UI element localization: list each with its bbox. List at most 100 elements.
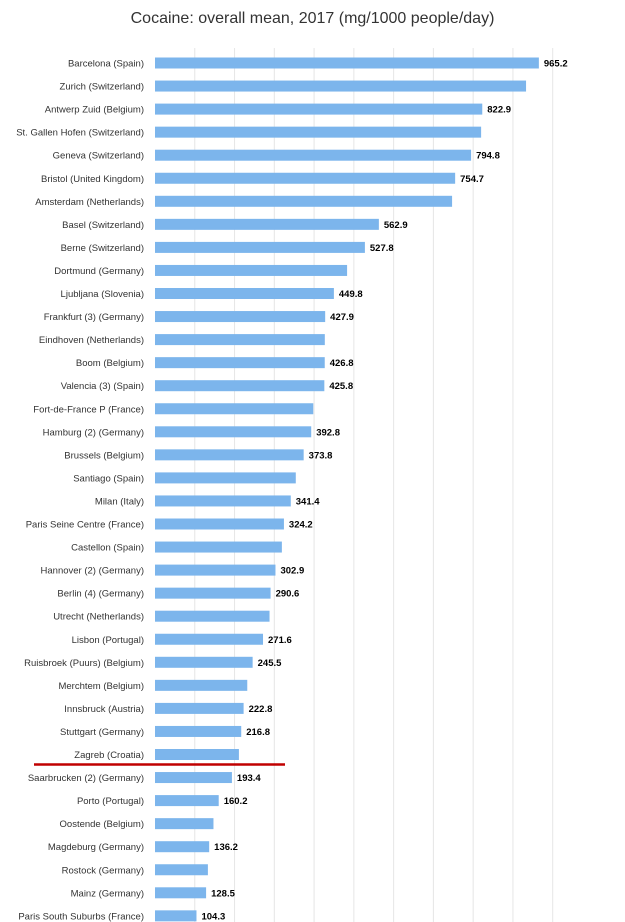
bar xyxy=(155,749,239,760)
data-label: 754.7 xyxy=(460,174,484,185)
data-label: 128.5 xyxy=(211,888,235,899)
category-label: Innsbruck (Austria) xyxy=(64,704,144,715)
data-label: 193.4 xyxy=(237,773,261,784)
category-label: Bristol (United Kingdom) xyxy=(41,174,144,185)
category-label: Mainz (Germany) xyxy=(71,888,144,899)
category-label: Milan (Italy) xyxy=(95,496,144,507)
data-label: 794.8 xyxy=(476,151,500,162)
data-label: 562.9 xyxy=(384,220,408,231)
bar xyxy=(155,495,291,507)
category-label: Rostock (Germany) xyxy=(62,865,144,876)
category-label: St. Gallen Hofen (Switzerland) xyxy=(16,128,144,139)
category-label: Paris South Suburbs (France) xyxy=(18,911,144,922)
data-label: 427.9 xyxy=(330,312,354,323)
category-label: Frankfurt (3) (Germany) xyxy=(44,312,144,323)
category-label: Boom (Belgium) xyxy=(76,358,144,369)
bar xyxy=(155,772,232,784)
category-label: Porto (Portugal) xyxy=(77,796,144,807)
bar xyxy=(155,518,284,530)
data-label: 245.5 xyxy=(258,658,282,669)
category-label: Magdeburg (Germany) xyxy=(48,842,144,853)
category-label: Utrecht (Netherlands) xyxy=(53,612,144,623)
bar xyxy=(155,610,270,622)
category-label: Eindhoven (Netherlands) xyxy=(39,335,144,346)
bar xyxy=(155,564,276,576)
category-label: Fort-de-France P (France) xyxy=(33,404,144,415)
data-label: 104.3 xyxy=(201,911,225,922)
bar xyxy=(155,587,271,599)
data-label: 324.2 xyxy=(289,520,313,531)
bar xyxy=(155,472,296,484)
data-label: 527.8 xyxy=(370,243,394,254)
category-label: Zurich (Switzerland) xyxy=(60,82,144,93)
bar xyxy=(155,864,208,876)
category-label: Paris Seine Centre (France) xyxy=(26,520,144,531)
data-label: 290.6 xyxy=(276,589,300,600)
bar xyxy=(155,218,379,230)
category-label: Dortmund (Germany) xyxy=(54,266,144,277)
data-label: 302.9 xyxy=(280,566,304,577)
data-label: 216.8 xyxy=(246,727,270,738)
bar xyxy=(155,426,312,438)
bar xyxy=(155,195,453,207)
bar xyxy=(155,241,365,253)
bar xyxy=(155,126,482,138)
data-label: 373.8 xyxy=(309,450,333,461)
data-label: 136.2 xyxy=(214,842,238,853)
bar xyxy=(155,380,325,392)
bar xyxy=(155,702,244,714)
bar xyxy=(155,449,304,461)
category-label: Castellon (Spain) xyxy=(71,543,144,554)
category-label: Barcelona (Spain) xyxy=(68,59,144,70)
bar xyxy=(155,172,456,184)
bar xyxy=(155,679,248,691)
category-label: Oostende (Belgium) xyxy=(60,819,144,830)
data-label: 271.6 xyxy=(268,635,292,646)
category-label: Stuttgart (Germany) xyxy=(60,727,144,738)
bar xyxy=(155,633,264,645)
bar xyxy=(155,149,472,161)
category-label: Berne (Switzerland) xyxy=(61,243,144,254)
category-label: Lisbon (Portugal) xyxy=(72,635,144,646)
category-label: Ljubljana (Slovenia) xyxy=(61,289,144,300)
data-label: 449.8 xyxy=(339,289,363,300)
category-label: Antwerp Zuid (Belgium) xyxy=(45,105,144,116)
data-label: 822.9 xyxy=(487,105,511,116)
data-label: 965.2 xyxy=(544,59,568,70)
bar xyxy=(155,841,210,853)
category-label: Zagreb (Croatia) xyxy=(74,750,144,761)
bar xyxy=(155,403,314,415)
data-label: 222.8 xyxy=(249,704,273,715)
bar xyxy=(155,910,197,922)
bar xyxy=(155,818,214,830)
category-label: Hamburg (2) (Germany) xyxy=(43,427,144,438)
bar xyxy=(155,57,539,69)
bar xyxy=(155,357,325,369)
category-label: Brussels (Belgium) xyxy=(64,450,144,461)
category-label: Geneva (Switzerland) xyxy=(53,151,144,162)
data-label: 392.8 xyxy=(316,427,340,438)
bar xyxy=(155,264,348,276)
category-label: Merchtem (Belgium) xyxy=(58,681,144,692)
data-label: 426.8 xyxy=(330,358,354,369)
category-label: Ruisbroek (Puurs) (Belgium) xyxy=(24,658,144,669)
category-label: Amsterdam (Netherlands) xyxy=(35,197,144,208)
category-label: Saarbrucken (2) (Germany) xyxy=(28,773,144,784)
category-label: Berlin (4) (Germany) xyxy=(57,589,144,600)
bar xyxy=(155,103,483,115)
bar xyxy=(155,334,325,346)
bar xyxy=(155,725,242,737)
bar xyxy=(155,311,326,323)
bar xyxy=(155,887,207,899)
category-label: Hannover (2) (Germany) xyxy=(41,566,144,577)
data-label: 341.4 xyxy=(296,496,320,507)
bar xyxy=(155,288,334,299)
category-label: Basel (Switzerland) xyxy=(62,220,144,231)
category-label: Valencia (3) (Spain) xyxy=(61,381,144,392)
category-label: Santiago (Spain) xyxy=(73,473,144,484)
data-label: 425.8 xyxy=(329,381,353,392)
bar xyxy=(155,80,527,92)
chart-title: Cocaine: overall mean, 2017 (mg/1000 peo… xyxy=(130,10,495,27)
